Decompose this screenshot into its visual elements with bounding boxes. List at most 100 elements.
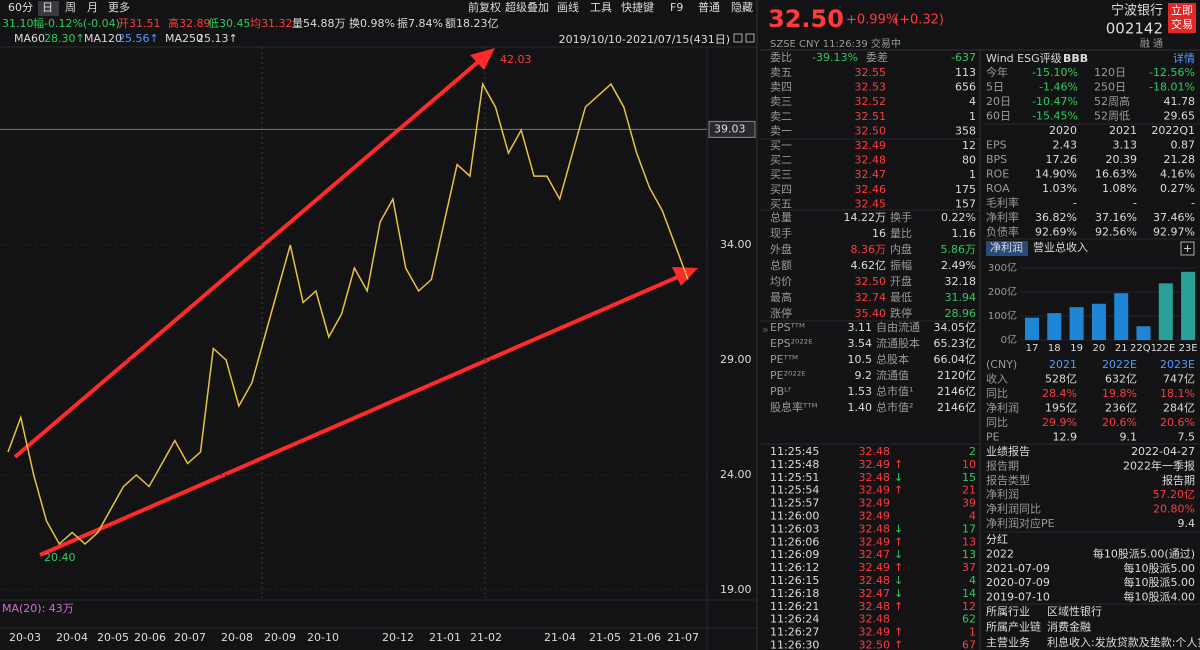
return-cell: -1.46% [1039,81,1078,94]
valuation-cell: 股息率ᵀᵀᴹ [770,400,817,414]
trade-cell: 11:26:03 [770,522,819,535]
label: BBB [1063,52,1088,65]
forecast-cell: 20.6% [1160,416,1195,429]
icon[interactable] [745,33,755,43]
trade-cell: 13 [962,535,976,548]
period-tab[interactable]: 月 [87,1,98,14]
x-tick-label: 20-10 [307,631,339,644]
trade-cell: 15 [962,471,976,484]
valuation-cell: EPSᵀᵀᴹ [770,321,805,334]
x-tick-label: 20-04 [56,631,88,644]
stat-cell: 最高 [770,290,792,304]
dividend-cell: 每10股派4.00 [1124,590,1196,604]
bar [1025,317,1039,340]
label: 低30.45 [208,17,251,30]
valuation-cell: 2120亿 [937,369,976,382]
fin-cell: BPS [986,153,1007,166]
valuation-cell: 流通股本 [876,336,920,350]
forecast-cell: 2023E [1160,358,1195,371]
return-cell: -15.10% [1032,66,1078,79]
y-tick-label: 34.00 [720,238,752,251]
tab-active[interactable] [986,241,1028,256]
forecast-cell: 632亿 [1105,373,1137,386]
label: 高32.89 [168,16,211,30]
return-cell: -18.01% [1149,81,1195,94]
trade-button[interactable]: 立即交易 [1168,3,1196,33]
trade-cell: 11:26:27 [770,626,819,639]
tab[interactable]: 净利润 [990,240,1023,254]
tool-button[interactable]: 普通 [698,0,720,14]
x-tick-label: 20-08 [221,631,253,644]
stat-cell: 28.96 [945,307,977,320]
return-cell: 41.78 [1164,95,1196,108]
stat-cell: 最低 [890,291,912,304]
tool-button[interactable]: 快捷键 [621,0,654,14]
y-tick-label: 24.00 [720,468,752,481]
period-tab[interactable]: 60分 [8,1,33,14]
x-tick-label: 21-01 [429,631,461,644]
add-icon[interactable] [1180,241,1195,256]
profile-cell: 所属行业 [986,605,1030,618]
y-tick-label: 0亿 [1001,333,1017,346]
crosshair-label: 39.03 [714,122,746,135]
report-cell: 报告期 [986,458,1019,472]
stat-cell: 4.62亿 [851,259,887,272]
trade-cell: 11:25:45 [770,445,819,458]
label: 幅-0.12%(-0.04) [33,17,120,30]
tool-button[interactable]: 工具 [590,1,612,14]
return-cell: 52周高 [1094,94,1130,108]
stat-cell: 32.18 [945,275,977,288]
label: 002142 [1106,20,1163,38]
trade-cell: 4 [969,574,976,587]
forecast-cell: 236亿 [1105,402,1137,415]
tool-button[interactable]: 画线 [557,0,579,14]
orderbook-cell: 买四 [770,183,792,196]
trade-cell: 11:25:54 [770,484,819,497]
return-cell: 120日 [1094,66,1126,79]
fin-cell: 0.27% [1160,182,1195,195]
trade-cell: ↑ [894,535,903,548]
orderbook-cell: 买二 [770,154,792,167]
report-cell: 业绩报告 [986,444,1030,458]
crosshair-box [708,120,756,138]
bar [1181,271,1196,340]
orderbook-cell: 卖一 [770,124,792,137]
forecast-cell: 9.1 [1120,431,1138,444]
valuation-cell: 流通值 [876,368,909,382]
period-tab[interactable]: 日 [42,1,53,14]
period-selected [38,1,59,16]
tool-button[interactable]: 隐藏 [731,1,753,14]
period-tab[interactable]: 更多 [108,0,130,14]
tool-button[interactable]: F9 [670,1,683,14]
tool-button[interactable]: 前复权 [468,0,501,14]
fin-cell: ROE [986,168,1009,181]
fin-cell: 92.97% [1153,226,1195,239]
x-tick-label: 18 [1048,343,1061,354]
trade-cell: 39 [962,497,976,510]
period-tab[interactable]: 周 [65,1,76,14]
forecast-cell: 2021 [1049,358,1077,371]
bar [1091,303,1106,340]
fin-cell: 1.03% [1042,182,1077,195]
detail-link[interactable]: 详情 [1173,51,1195,65]
profile-cell: 所属产业链 [986,620,1041,634]
stat-cell: 总量 [770,210,792,224]
trade-cell: 32.49 [859,561,891,574]
fin-cell: ROA [986,182,1010,195]
dividend-cell: 每10股派5.00 [1124,575,1196,589]
tool-button[interactable]: 超级叠加 [505,0,549,14]
fin-cell: 负债率 [986,225,1019,239]
profile-cell: 区域性银行 [1047,604,1102,618]
tab[interactable]: 营业总收入 [1033,240,1088,254]
x-tick-label: 20-05 [97,631,129,644]
orderbook-cell: 12 [962,139,976,152]
fin-cell: 36.82% [1035,211,1077,224]
icon[interactable] [733,33,743,43]
dividend-cell: 2019-07-10 [986,591,1050,604]
fin-cell: 2020 [1049,124,1077,137]
valuation-cell: 总市值² [876,400,913,414]
dividend-cell: 每10股派5.00(通过) [1093,546,1195,560]
valuation-cell: PEᵀᵀᴹ [770,353,798,366]
collapse-icon[interactable]: » [762,323,769,336]
x-tick-label: 21-05 [589,631,621,644]
